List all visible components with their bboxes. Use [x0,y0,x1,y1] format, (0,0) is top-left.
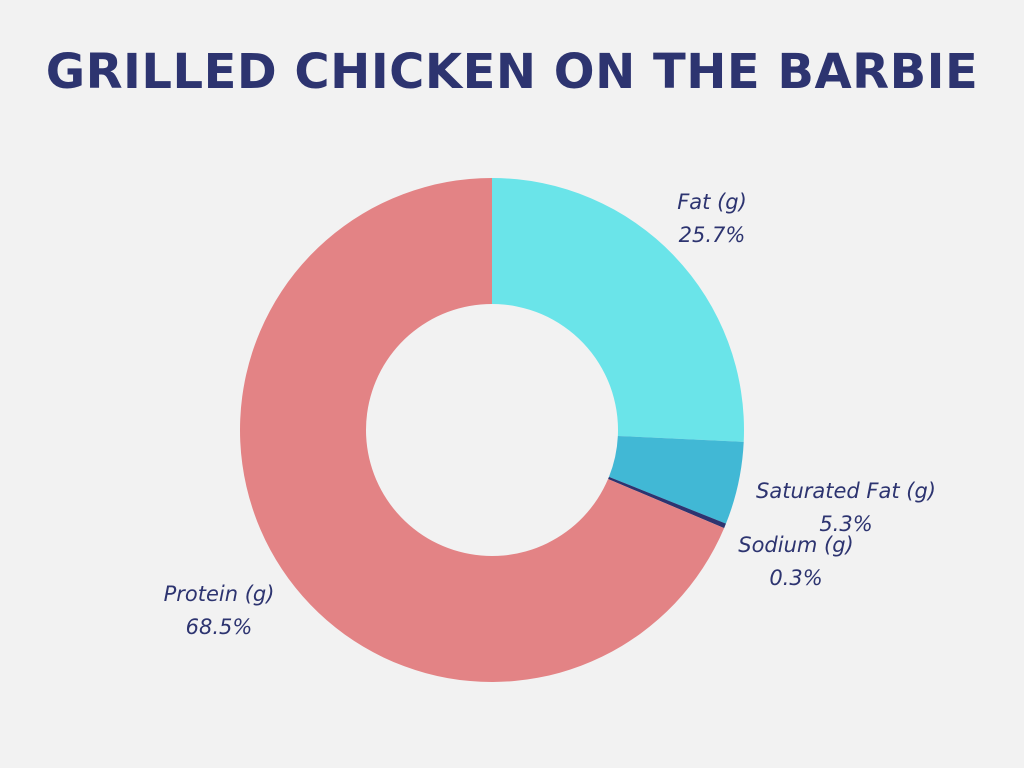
slice-value-sodium: 0.3% [769,566,823,590]
slice-saturated-fat [608,435,744,524]
chart-title: GRILLED CHICKEN ON THE BARBIE [45,44,979,100]
slice-name-sodium: Sodium (g) [738,533,854,557]
slice-name-saturated-fat: Saturated Fat (g) [756,479,936,503]
slice-value-protein: 68.5% [185,615,253,639]
slice-label-fat: Fat (g) 25.7% [677,186,747,252]
slice-protein [240,178,725,683]
slice-label-sodium: Sodium (g) 0.3% [738,529,854,595]
slice-value-fat: 25.7% [678,223,746,247]
slice-label-protein: Protein (g) 68.5% [164,578,275,644]
slice-fat [492,178,744,442]
slice-value-saturated-fat: 5.3% [819,512,873,536]
slice-name-fat: Fat (g) [677,190,747,214]
slice-label-saturated-fat: Saturated Fat (g) 5.3% [756,475,936,541]
slice-name-protein: Protein (g) [163,582,275,606]
slice-sodium [608,476,726,529]
